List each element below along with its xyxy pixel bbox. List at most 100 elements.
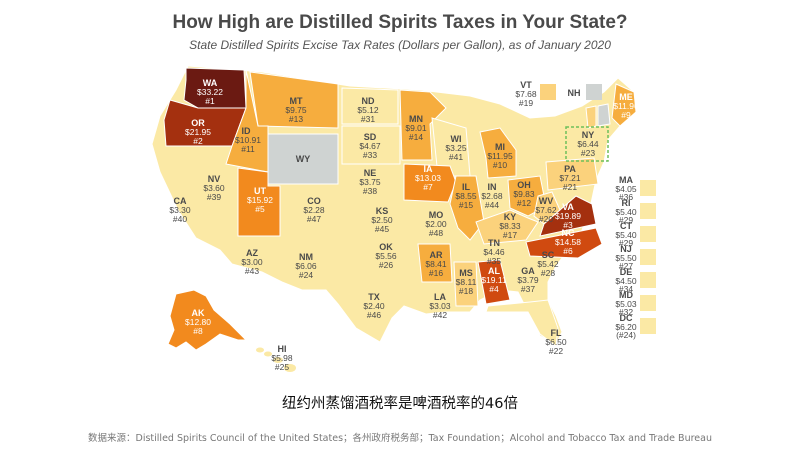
svg-text:ND: ND bbox=[362, 96, 375, 106]
state-label-az: AZ $3.00 #43 bbox=[241, 248, 263, 276]
nh-legend-swatch bbox=[586, 84, 602, 100]
svg-text:#27: #27 bbox=[619, 261, 633, 271]
state-label-tn: TN $4.46 #35 bbox=[483, 238, 505, 266]
svg-text:IA: IA bbox=[424, 164, 434, 174]
state-shape-id bbox=[225, 69, 269, 173]
state-shape-nc bbox=[525, 227, 603, 259]
state-shape-wy bbox=[267, 133, 339, 185]
svg-text:#6: #6 bbox=[563, 246, 573, 256]
svg-text:$2.00: $2.00 bbox=[425, 219, 447, 229]
state-shape-nh bbox=[597, 103, 611, 127]
vt-legend-swatch bbox=[540, 84, 556, 100]
svg-text:#21: #21 bbox=[563, 182, 577, 192]
state-label-id: ID $10.91 #11 bbox=[235, 126, 261, 154]
state-label-sc: SC $5.42 #28 bbox=[537, 250, 559, 278]
legend-label-nj: NJ $5.50 #27 bbox=[615, 244, 637, 271]
state-label-hi: HI $5.98 #25 bbox=[271, 344, 293, 372]
svg-text:$5.40: $5.40 bbox=[615, 230, 637, 240]
svg-text:#28: #28 bbox=[541, 268, 555, 278]
svg-text:$5.03: $5.03 bbox=[615, 299, 637, 309]
svg-text:#15: #15 bbox=[459, 200, 473, 210]
svg-text:SC: SC bbox=[542, 250, 555, 260]
svg-text:$2.68: $2.68 bbox=[481, 191, 503, 201]
svg-text:$8.41: $8.41 bbox=[425, 259, 447, 269]
state-shape-mt bbox=[249, 71, 339, 129]
svg-text:#20: #20 bbox=[539, 214, 553, 224]
svg-text:$3.00: $3.00 bbox=[241, 257, 263, 267]
svg-text:#40: #40 bbox=[173, 214, 187, 224]
svg-text:FL: FL bbox=[551, 328, 562, 338]
state-label-la: LA $3.03 #42 bbox=[429, 292, 451, 320]
svg-text:NH: NH bbox=[568, 88, 581, 98]
svg-text:UT: UT bbox=[254, 186, 266, 196]
legend-label-md: MD $5.03 #32 bbox=[615, 290, 637, 317]
svg-text:#7: #7 bbox=[423, 182, 433, 192]
state-shape-il bbox=[449, 175, 485, 241]
svg-text:GA: GA bbox=[521, 266, 535, 276]
state-label-va: VA $19.89 #3 bbox=[555, 202, 581, 230]
state-label-ok: OK $5.56 #26 bbox=[375, 242, 397, 270]
svg-text:$4.05: $4.05 bbox=[615, 184, 637, 194]
svg-text:$15.92: $15.92 bbox=[247, 195, 273, 205]
svg-text:#5: #5 bbox=[255, 204, 265, 214]
state-shape-hi bbox=[256, 347, 296, 372]
state-shape-mi bbox=[479, 127, 517, 179]
svg-text:#45: #45 bbox=[375, 224, 389, 234]
state-shape-pa bbox=[545, 157, 599, 191]
svg-text:$33.22: $33.22 bbox=[197, 87, 223, 97]
svg-text:$14.58: $14.58 bbox=[555, 237, 581, 247]
state-shape-me bbox=[611, 83, 637, 127]
state-shape-ar bbox=[417, 243, 453, 283]
svg-text:$9.83: $9.83 bbox=[513, 189, 535, 199]
svg-text:#41: #41 bbox=[449, 152, 463, 162]
svg-text:NE: NE bbox=[364, 168, 377, 178]
map-subtitle: State Distilled Spirits Excise Tax Rates… bbox=[189, 38, 611, 52]
state-shape-nd bbox=[341, 87, 399, 125]
state-label-or: OR $21.95 #2 bbox=[185, 118, 211, 146]
svg-text:$8.55: $8.55 bbox=[455, 191, 477, 201]
northeast-legend-swatches bbox=[640, 180, 656, 334]
svg-text:$9.75: $9.75 bbox=[285, 105, 307, 115]
state-label-ny: NY $6.44 #23 bbox=[577, 130, 599, 158]
svg-text:$12.80: $12.80 bbox=[185, 317, 211, 327]
svg-text:$7.62: $7.62 bbox=[535, 205, 557, 215]
svg-text:#26: #26 bbox=[379, 260, 393, 270]
state-label-wi: WI $3.25 #41 bbox=[445, 134, 467, 162]
svg-text:CO: CO bbox=[307, 196, 321, 206]
svg-text:NV: NV bbox=[208, 174, 221, 184]
svg-text:MI: MI bbox=[495, 142, 505, 152]
state-label-ky: KY $8.33 #17 bbox=[499, 212, 521, 240]
svg-text:$10.91: $10.91 bbox=[235, 135, 261, 145]
state-label-sd: SD $4.67 #33 bbox=[359, 132, 381, 160]
svg-text:$9.01: $9.01 bbox=[405, 123, 427, 133]
svg-text:$2.40: $2.40 bbox=[363, 301, 385, 311]
svg-text:CT: CT bbox=[620, 221, 632, 231]
state-label-ia: IA $13.03 #7 bbox=[415, 164, 441, 192]
svg-text:ME: ME bbox=[619, 92, 633, 102]
svg-text:#18: #18 bbox=[459, 286, 473, 296]
svg-text:#12: #12 bbox=[517, 198, 531, 208]
svg-text:#9: #9 bbox=[621, 110, 631, 120]
state-shape-al bbox=[477, 259, 511, 305]
state-label-mn: MN $9.01 #14 bbox=[405, 114, 427, 142]
state-label-nc: NC $14.58 #6 bbox=[555, 228, 581, 256]
state-shape-fl bbox=[485, 299, 559, 347]
state-label-ak: AK $12.80 #8 bbox=[185, 308, 211, 336]
state-label-ms: MS $8.11 #18 bbox=[456, 268, 477, 296]
svg-text:$5.56: $5.56 bbox=[375, 251, 397, 261]
svg-text:MA: MA bbox=[619, 175, 633, 185]
caption: 纽约州蒸馏酒税率是啤酒税率的46倍 bbox=[282, 396, 518, 412]
state-label-mi: MI $11.95 #10 bbox=[487, 142, 513, 170]
svg-text:#10: #10 bbox=[493, 160, 507, 170]
svg-text:NJ: NJ bbox=[620, 244, 632, 254]
svg-text:$2.50: $2.50 bbox=[371, 215, 393, 225]
state-label-mt: MT $9.75 #13 bbox=[285, 96, 307, 124]
state-shape-ky bbox=[475, 209, 539, 245]
svg-text:MT: MT bbox=[290, 96, 303, 106]
svg-text:KS: KS bbox=[376, 206, 389, 216]
svg-text:#22: #22 bbox=[549, 346, 563, 356]
svg-text:#24: #24 bbox=[299, 270, 313, 280]
svg-text:$3.30: $3.30 bbox=[169, 205, 191, 215]
state-shape-ut bbox=[237, 167, 281, 237]
